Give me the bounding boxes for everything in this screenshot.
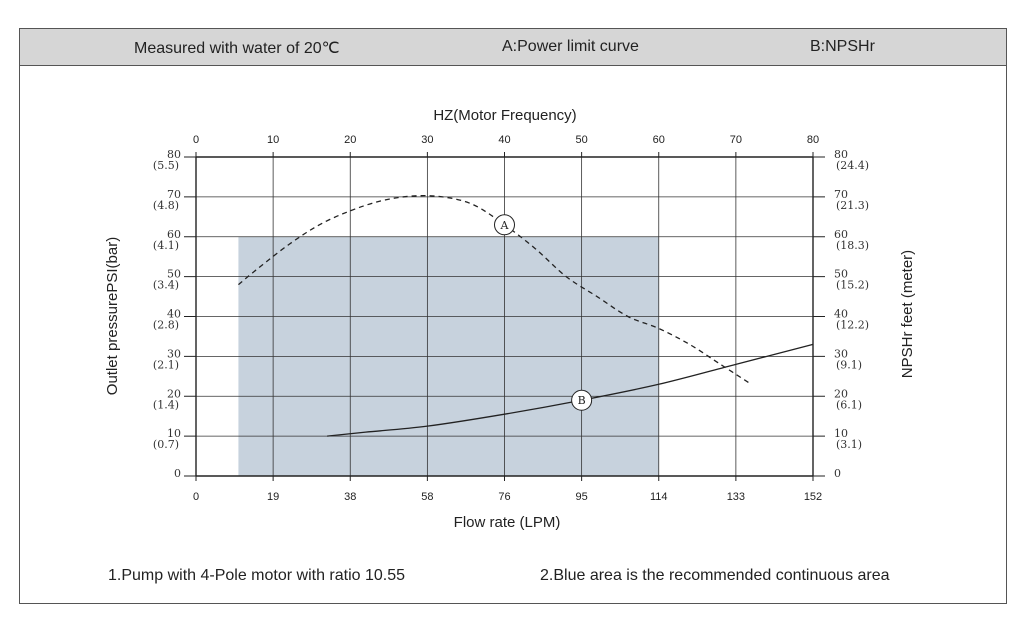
left-axis-bar-label: (0.7) [153,438,179,451]
curve-marker-b [571,389,593,411]
top-axis-tick-label: 20 [344,134,356,146]
header-water-note: Measured with water of 20℃ [134,40,340,57]
right-axis-meter-label: (3.1) [836,438,862,451]
top-axis-tick-label: 70 [730,134,742,146]
left-axis-title: Outlet pressurePSI(bar) [104,237,121,395]
bottom-axis-tick-label: 152 [804,491,822,503]
right-axis-feet-label: 70 [834,188,848,201]
top-axis-tick-label: 40 [498,134,510,146]
bottom-axis-tick-label: 19 [267,491,279,503]
header-npshr-legend: B:NPSHr [810,38,875,55]
curve-marker-a [494,214,515,236]
right-axis-title: NPSHr feet (meter) [899,250,916,378]
header-bar: Measured with water of 20℃ A:Power limit… [20,29,1006,66]
bottom-axis-tick-label: 133 [727,491,745,503]
note-pump-motor: 1.Pump with 4-Pole motor with ratio 10.5… [108,567,406,584]
right-axis-feet-label: 20 [834,387,848,400]
right-axis-feet-label: 40 [834,308,848,321]
right-axis-meter-label: (9.1) [836,358,862,371]
right-axis-feet-label: 50 [834,268,848,281]
top-axis-tick-label: 10 [267,134,279,146]
left-axis-bar-label: (2.8) [153,319,179,332]
bottom-axis-tick-label: 38 [344,491,356,503]
top-axis-tick-label: 80 [807,134,819,146]
curve-marker-label-b: B [578,394,586,407]
top-axis-tick-label: 30 [421,134,433,146]
curve-b [327,343,814,437]
bottom-axis-title: Flow rate (LPM) [454,514,561,531]
bottom-axis-tick-label: 114 [650,491,668,503]
left-axis-psi-label: 30 [167,347,181,360]
right-axis-feet-label: 30 [834,347,848,360]
chart-frame: Measured with water of 20℃ A:Power limit… [19,28,1007,604]
left-axis-bar-label: (1.4) [153,398,179,411]
left-axis-bar-label: (4.8) [153,199,179,212]
left-axis-bar-label: (5.5) [153,159,179,172]
curve-marker-label-a: A [500,219,510,232]
left-axis-psi-label: 60 [167,228,181,241]
right-axis-feet-label: 60 [834,228,848,241]
left-axis-bar-label: (3.4) [153,279,179,292]
right-axis-meter-label: (6.1) [836,398,862,411]
bottom-axis-tick-label: 95 [576,491,588,503]
bottom-axis-tick-label: 76 [498,491,510,503]
bottom-axis-tick-label: 58 [421,491,433,503]
curve-a [238,195,752,385]
left-axis-psi-label: 70 [167,188,181,201]
left-axis-psi-label: 20 [167,387,181,400]
header-power-limit-legend: A:Power limit curve [502,38,639,55]
left-axis-bar-label: (2.1) [153,358,179,371]
right-axis-meter-label: (12.2) [836,319,869,332]
right-axis-meter-label: (24.4) [836,159,869,172]
left-axis-psi-label: 40 [167,308,181,321]
top-axis-tick-label: 60 [653,134,665,146]
top-axis-title: HZ(Motor Frequency) [433,107,576,124]
left-axis-psi-label: 0 [174,467,181,480]
left-axis-bar-label: (4.1) [153,239,179,252]
right-axis-meter-label: (18.3) [836,239,869,252]
right-axis-feet-label: 0 [834,467,841,480]
left-axis-psi-label: 50 [167,268,181,281]
right-axis-meter-label: (21.3) [836,199,869,212]
bottom-axis-tick-label: 0 [193,491,199,503]
note-blue-area: 2.Blue area is the recommended continuou… [540,567,890,584]
right-axis-meter-label: (15.2) [836,279,869,292]
top-axis-tick-label: 50 [576,134,588,146]
top-axis-tick-label: 0 [193,134,199,146]
left-axis-psi-label: 10 [167,427,181,440]
left-axis-psi-label: 80 [167,148,181,161]
right-axis-feet-label: 10 [834,427,848,440]
right-axis-feet-label: 80 [834,148,848,161]
